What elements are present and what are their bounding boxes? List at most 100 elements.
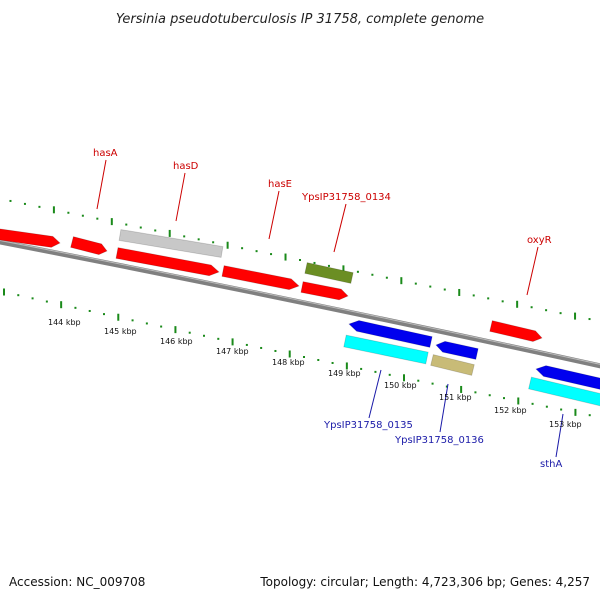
feature-track xyxy=(0,228,600,408)
outer-track-tick xyxy=(52,206,55,214)
leader-YpsIP31758_0136 xyxy=(439,383,449,433)
inner-track-tick xyxy=(488,394,491,397)
feature-arrow-hasD[interactable] xyxy=(115,247,220,277)
inner-track-tick xyxy=(31,297,34,300)
outer-track-tick xyxy=(299,259,301,261)
outer-track-tick xyxy=(81,214,84,217)
outer-track-tick xyxy=(38,205,41,208)
feature-arrow-oxyR[interactable] xyxy=(489,320,543,342)
genome-backbone xyxy=(0,239,600,369)
outer-track-tick xyxy=(139,226,142,229)
outer-track-tick xyxy=(487,297,490,300)
feature-arrow-hasA[interactable] xyxy=(70,236,108,256)
kbp-label-153: 153 kbp xyxy=(549,420,582,429)
gene-label-YpsIP31758_0134[interactable]: YpsIP31758_0134 xyxy=(301,192,391,203)
gene-label-hasE[interactable]: hasE xyxy=(268,179,292,190)
kbp-label-147: 147 kbp xyxy=(216,347,249,356)
outer-track-tick xyxy=(472,294,475,297)
gene-label-YpsIP31758_0136[interactable]: YpsIP31758_0136 xyxy=(394,435,484,446)
inner-track-tick xyxy=(103,313,105,316)
inner-track-tick xyxy=(517,397,520,405)
inner-tick-track xyxy=(3,288,591,417)
kbp-label-145: 145 kbp xyxy=(104,327,137,336)
inner-track-tick xyxy=(131,319,134,322)
inner-track-tick xyxy=(203,334,205,337)
inner-track-tick xyxy=(117,313,120,321)
feature-box-YpsIP31758_0134[interactable] xyxy=(304,262,354,284)
outer-track-tick xyxy=(545,309,548,312)
outer-track-tick xyxy=(212,241,215,244)
outer-track-tick xyxy=(313,261,316,264)
gene-label-sthA[interactable]: sthA xyxy=(540,459,562,470)
leader-hasA xyxy=(96,159,107,210)
feature-arrow-YpsIP31758_0135[interactable] xyxy=(348,320,433,348)
outer-track-tick xyxy=(429,285,432,288)
forward-gene-labels: hasA hasD hasE YpsIP31758_0134 oxyR xyxy=(93,148,552,246)
outer-track-tick xyxy=(356,270,359,273)
kbp-labels: 144 kbp 145 kbp 146 kbp 147 kbp 148 kbp … xyxy=(48,318,582,429)
inner-track-tick xyxy=(174,326,177,334)
outer-track-tick xyxy=(385,276,388,279)
outer-track-tick xyxy=(501,300,504,303)
outer-track-tick xyxy=(270,253,273,256)
leader-sthA xyxy=(555,413,564,458)
inner-track-tick xyxy=(574,408,577,416)
outer-track-tick xyxy=(9,199,12,202)
gene-label-oxyR[interactable]: oxyR xyxy=(527,235,552,246)
inner-track-tick xyxy=(188,331,191,334)
feature-misc-hasD-region[interactable] xyxy=(118,229,224,258)
inner-track-tick xyxy=(331,361,334,364)
inner-track-tick xyxy=(388,373,391,376)
inner-track-tick xyxy=(317,358,320,361)
kbp-label-146: 146 kbp xyxy=(160,337,193,346)
outer-track-tick xyxy=(67,211,70,214)
outer-track-tick xyxy=(574,312,577,320)
outer-track-tick xyxy=(96,217,99,220)
inner-track-tick xyxy=(431,382,434,385)
inner-track-tick xyxy=(60,301,63,309)
inner-track-tick xyxy=(374,370,377,373)
feature-arrow-sthA[interactable] xyxy=(535,365,600,392)
inner-track-tick xyxy=(345,362,348,370)
feature-arrow-fwd-0134[interactable] xyxy=(300,281,349,301)
inner-track-tick xyxy=(274,349,277,352)
outer-track-tick xyxy=(371,273,374,276)
kbp-label-148: 148 kbp xyxy=(272,358,305,367)
inner-track-tick xyxy=(245,343,248,346)
outer-track-tick xyxy=(284,253,287,261)
gene-label-YpsIP31758_0135[interactable]: YpsIP31758_0135 xyxy=(323,420,413,431)
outer-track-tick xyxy=(588,318,591,321)
inner-track-tick xyxy=(260,346,263,349)
inner-track-tick xyxy=(88,309,91,312)
inner-track-tick xyxy=(460,385,463,393)
feature-box-YpsIP31758_0136[interactable] xyxy=(430,354,475,376)
outer-track-tick xyxy=(414,282,417,285)
outer-track-tick xyxy=(327,264,330,267)
gene-label-hasD[interactable]: hasD xyxy=(173,161,199,172)
reverse-gene-labels: YpsIP31758_0135 YpsIP31758_0136 sthA xyxy=(323,420,562,470)
outer-tick-track xyxy=(9,199,591,321)
label-leader-lines xyxy=(96,159,564,458)
inner-track-tick xyxy=(360,367,363,370)
leader-oxyR xyxy=(526,246,539,296)
inner-track-tick xyxy=(45,300,48,303)
feature-arrow-fwd-1[interactable] xyxy=(0,228,61,248)
inner-track-tick xyxy=(17,294,20,297)
feature-arrow-hasE[interactable] xyxy=(221,265,300,291)
feature-arrow-YpsIP31758_0136[interactable] xyxy=(435,340,479,360)
feature-box-YpsIP31758_0135[interactable] xyxy=(343,334,429,365)
outer-track-tick xyxy=(458,288,461,296)
inner-track-tick xyxy=(3,288,5,296)
outer-track-tick xyxy=(197,238,200,241)
inner-track-tick xyxy=(531,402,534,405)
outer-track-tick xyxy=(400,277,403,285)
inner-track-tick xyxy=(417,379,420,382)
inner-track-tick xyxy=(217,337,220,340)
inner-track-tick xyxy=(403,374,405,382)
gene-label-hasA[interactable]: hasA xyxy=(93,148,118,159)
feature-box-sthA[interactable] xyxy=(528,376,600,408)
outer-track-tick xyxy=(516,300,519,308)
outer-track-tick xyxy=(530,306,533,309)
kbp-label-151: 151 kbp xyxy=(439,393,472,402)
